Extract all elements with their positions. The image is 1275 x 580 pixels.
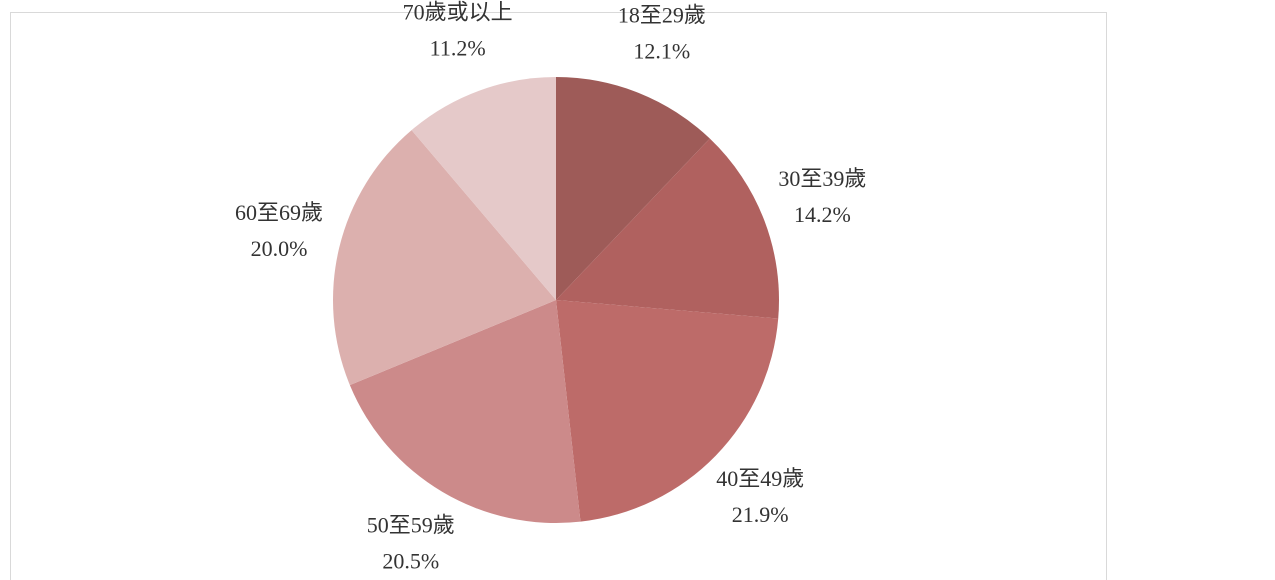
slice-value-label: 14.2%	[794, 202, 851, 227]
slice-value-label: 21.9%	[732, 502, 789, 527]
pie-slice	[556, 138, 779, 319]
slice-category-label: 50至59歲	[367, 512, 455, 537]
pie-slice	[349, 300, 581, 523]
pie-slice	[556, 300, 779, 522]
pie-slice	[556, 77, 710, 300]
slice-value-label: 11.2%	[430, 36, 486, 61]
slice-category-label: 18至29歲	[618, 2, 706, 27]
slice-category-label: 30至39歲	[778, 166, 866, 191]
slice-value-label: 20.0%	[251, 236, 308, 261]
slice-value-label: 20.5%	[382, 548, 439, 573]
chart-frame	[10, 12, 1107, 580]
pie-slice	[332, 130, 556, 386]
slice-category-label: 70歲或以上	[403, 0, 513, 25]
slice-category-label: 60至69歲	[235, 200, 323, 225]
pie-slice	[411, 77, 556, 300]
slice-category-label: 40至49歲	[716, 466, 804, 491]
slice-value-label: 12.1%	[633, 38, 690, 63]
